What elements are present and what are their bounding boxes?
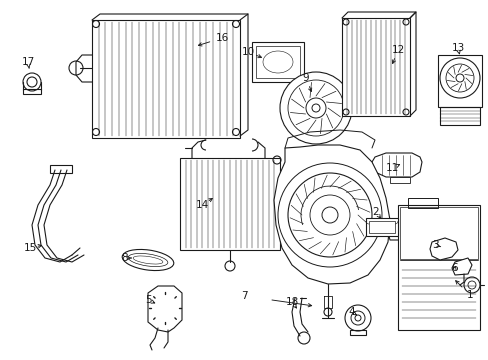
- Text: 7: 7: [240, 291, 247, 301]
- Bar: [23, 89, 41, 94]
- Circle shape: [280, 72, 351, 144]
- Text: 14: 14: [195, 200, 208, 210]
- Bar: [92, 20, 240, 138]
- Text: 11: 11: [385, 163, 398, 173]
- Text: 15: 15: [23, 243, 37, 253]
- Text: 17: 17: [21, 57, 35, 67]
- Text: 4: 4: [348, 307, 355, 317]
- Bar: [256, 46, 299, 78]
- Bar: [50, 165, 72, 173]
- Bar: [341, 18, 409, 116]
- Bar: [439, 107, 479, 125]
- Circle shape: [345, 305, 370, 331]
- Text: 5: 5: [144, 295, 151, 305]
- Polygon shape: [451, 258, 471, 275]
- Bar: [437, 55, 481, 107]
- Bar: [365, 218, 397, 236]
- Ellipse shape: [122, 249, 173, 271]
- Polygon shape: [273, 145, 389, 284]
- Polygon shape: [371, 153, 421, 177]
- Text: 8: 8: [122, 253, 128, 263]
- Text: 3: 3: [431, 240, 437, 250]
- Bar: [389, 177, 409, 183]
- Circle shape: [149, 292, 181, 324]
- Bar: [349, 330, 365, 335]
- Bar: [251, 42, 304, 82]
- Text: 12: 12: [390, 45, 404, 55]
- Bar: [399, 207, 477, 259]
- Bar: [180, 158, 280, 250]
- Text: 9: 9: [302, 73, 309, 83]
- Text: 16: 16: [215, 33, 228, 43]
- Bar: [368, 221, 394, 233]
- Bar: [397, 205, 479, 330]
- Text: 1: 1: [466, 290, 472, 300]
- Text: 6: 6: [451, 263, 457, 273]
- Text: 2: 2: [372, 207, 379, 217]
- Bar: [407, 198, 437, 208]
- Text: 13: 13: [450, 43, 464, 53]
- Text: 18: 18: [285, 297, 298, 307]
- Polygon shape: [429, 238, 457, 260]
- Text: 10: 10: [241, 47, 254, 57]
- Polygon shape: [148, 286, 182, 332]
